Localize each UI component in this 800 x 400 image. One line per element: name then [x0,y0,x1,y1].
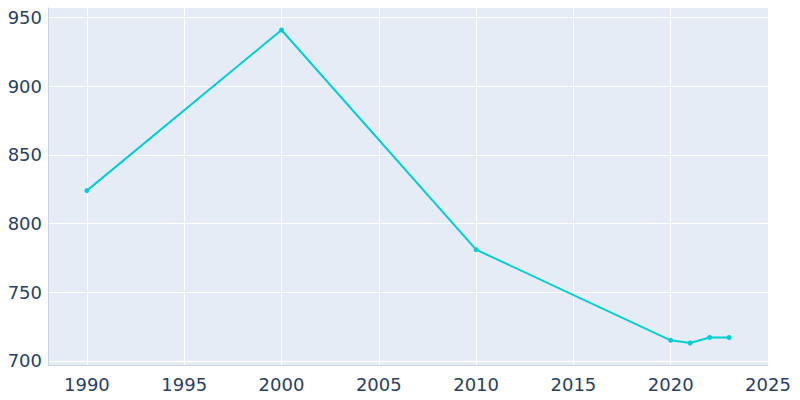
svg-text:800: 800 [8,213,42,234]
svg-text:2020: 2020 [648,374,694,395]
svg-text:2005: 2005 [356,374,402,395]
svg-text:1990: 1990 [64,374,110,395]
svg-text:750: 750 [8,282,42,303]
svg-text:900: 900 [8,76,42,97]
svg-text:2000: 2000 [259,374,305,395]
svg-text:850: 850 [8,144,42,165]
svg-text:2025: 2025 [745,374,791,395]
svg-text:2015: 2015 [550,374,596,395]
svg-text:1995: 1995 [161,374,207,395]
svg-text:950: 950 [8,7,42,28]
svg-text:700: 700 [8,350,42,371]
svg-text:2010: 2010 [453,374,499,395]
